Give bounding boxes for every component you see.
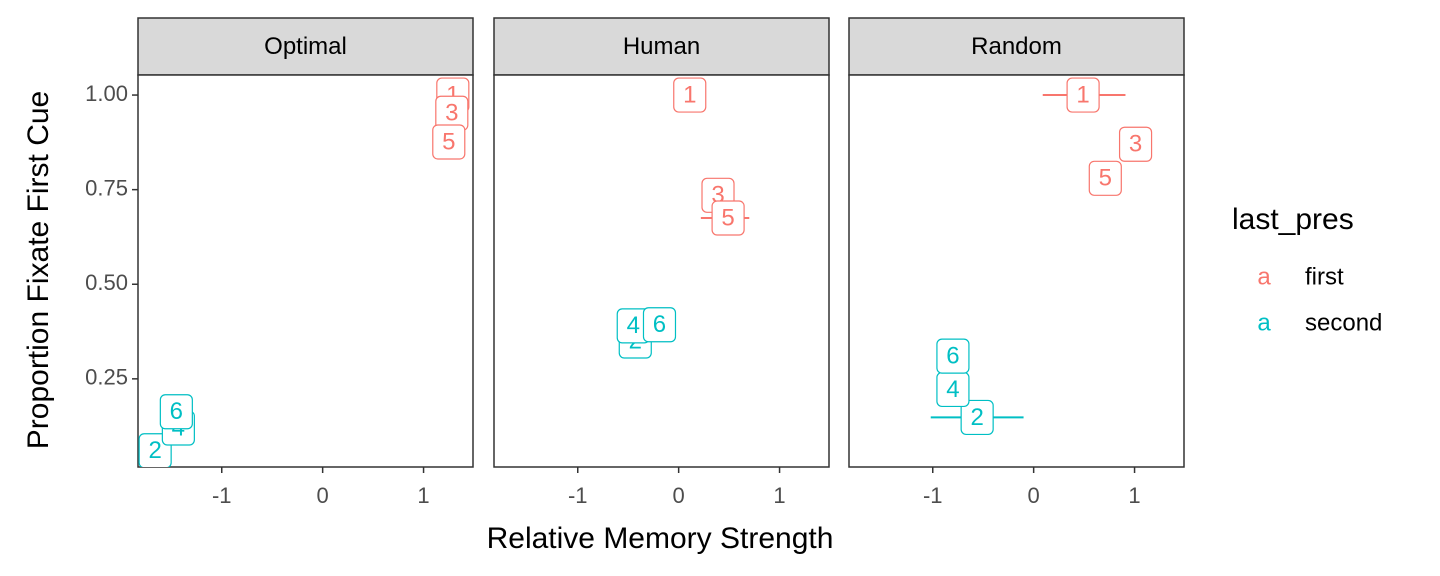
y-tick-label: 1.00	[85, 81, 128, 106]
label-box	[432, 124, 466, 160]
x-tick-label: 1	[1128, 483, 1140, 508]
x-tick-label: -1	[568, 483, 588, 508]
point-label: 1	[1076, 81, 1089, 108]
point-label: 5	[721, 204, 734, 231]
label-box	[711, 200, 745, 236]
point-label: 5	[442, 128, 455, 155]
strip-title: Optimal	[264, 33, 347, 60]
panel	[137, 74, 474, 468]
x-tick-label: -1	[923, 483, 943, 508]
point-label: 6	[170, 398, 183, 425]
y-tick-label: 0.25	[85, 365, 128, 390]
point-label: 4	[946, 376, 959, 403]
label-box	[936, 338, 970, 374]
strip-title: Human	[623, 33, 700, 60]
strip	[848, 17, 1185, 76]
x-tick-label: 1	[773, 483, 785, 508]
panel-marks: 1 35 24 6	[930, 77, 1153, 436]
label-box	[1118, 126, 1153, 162]
label-box	[1066, 77, 1100, 113]
legend-label: second	[1305, 309, 1382, 336]
point-label: 1	[683, 81, 696, 108]
x-tick-label: 0	[317, 483, 329, 508]
x-axis-title: Relative Memory Strength	[487, 522, 834, 555]
y-tick-label: 0.75	[85, 175, 128, 200]
point-label: 2	[148, 437, 161, 464]
legend-title: last_pres	[1232, 203, 1354, 236]
label-box	[1088, 160, 1122, 196]
label-box	[642, 307, 677, 343]
x-tick-label: 0	[1028, 483, 1040, 508]
y-tick-label: 0.50	[85, 270, 128, 295]
legend-label: first	[1305, 263, 1344, 290]
label-box	[673, 77, 707, 113]
y-axis-title: Proportion Fixate First Cue	[22, 91, 55, 449]
strip-title: Random	[971, 33, 1062, 60]
point-label: 6	[653, 311, 666, 338]
label-box	[159, 394, 193, 430]
legend-key: a	[1257, 263, 1271, 290]
x-tick-label: 1	[417, 483, 429, 508]
strip	[493, 17, 830, 76]
point-label: 4	[627, 312, 640, 339]
legend-key: a	[1257, 309, 1271, 336]
point-label: 5	[1099, 165, 1112, 192]
x-tick-label: -1	[212, 483, 232, 508]
point-label: 2	[970, 404, 983, 431]
x-tick-label: 0	[673, 483, 685, 508]
point-label: 3	[1129, 131, 1142, 158]
label-box	[960, 399, 994, 436]
point-label: 6	[946, 342, 959, 369]
panel	[493, 74, 830, 468]
strip	[137, 17, 474, 76]
point-label: 3	[445, 100, 458, 127]
